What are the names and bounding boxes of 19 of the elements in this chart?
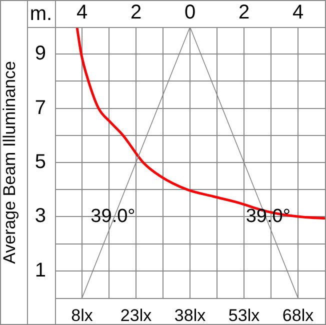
x-tick-label: 23lx [120,306,152,325]
y-tick-label: 1 [34,259,46,282]
x-tick-label: 68lx [282,306,314,325]
y-tick-label: 7 [34,96,46,119]
x2-tick-label: 2 [238,2,250,24]
y-axis-title: Average Beam Illuminance [0,61,19,264]
x-tick-label: 8lx [71,306,94,325]
x2-tick-label: 2 [130,2,142,24]
y-tick-label: 3 [34,205,46,228]
x-tick-label: 38lx [174,306,206,325]
annotation: 39.0° [246,206,290,227]
y-tick-label: 5 [34,151,46,174]
x2-tick-label: 0 [184,2,196,24]
y-tick-label: 9 [34,42,46,65]
x2-axis-title: m. [30,3,52,26]
annotation: 39.0° [90,206,136,227]
x-tick-label: 53lx [228,306,260,325]
x2-tick-label: 4 [292,2,304,24]
x2-tick-label: 4 [76,2,88,24]
